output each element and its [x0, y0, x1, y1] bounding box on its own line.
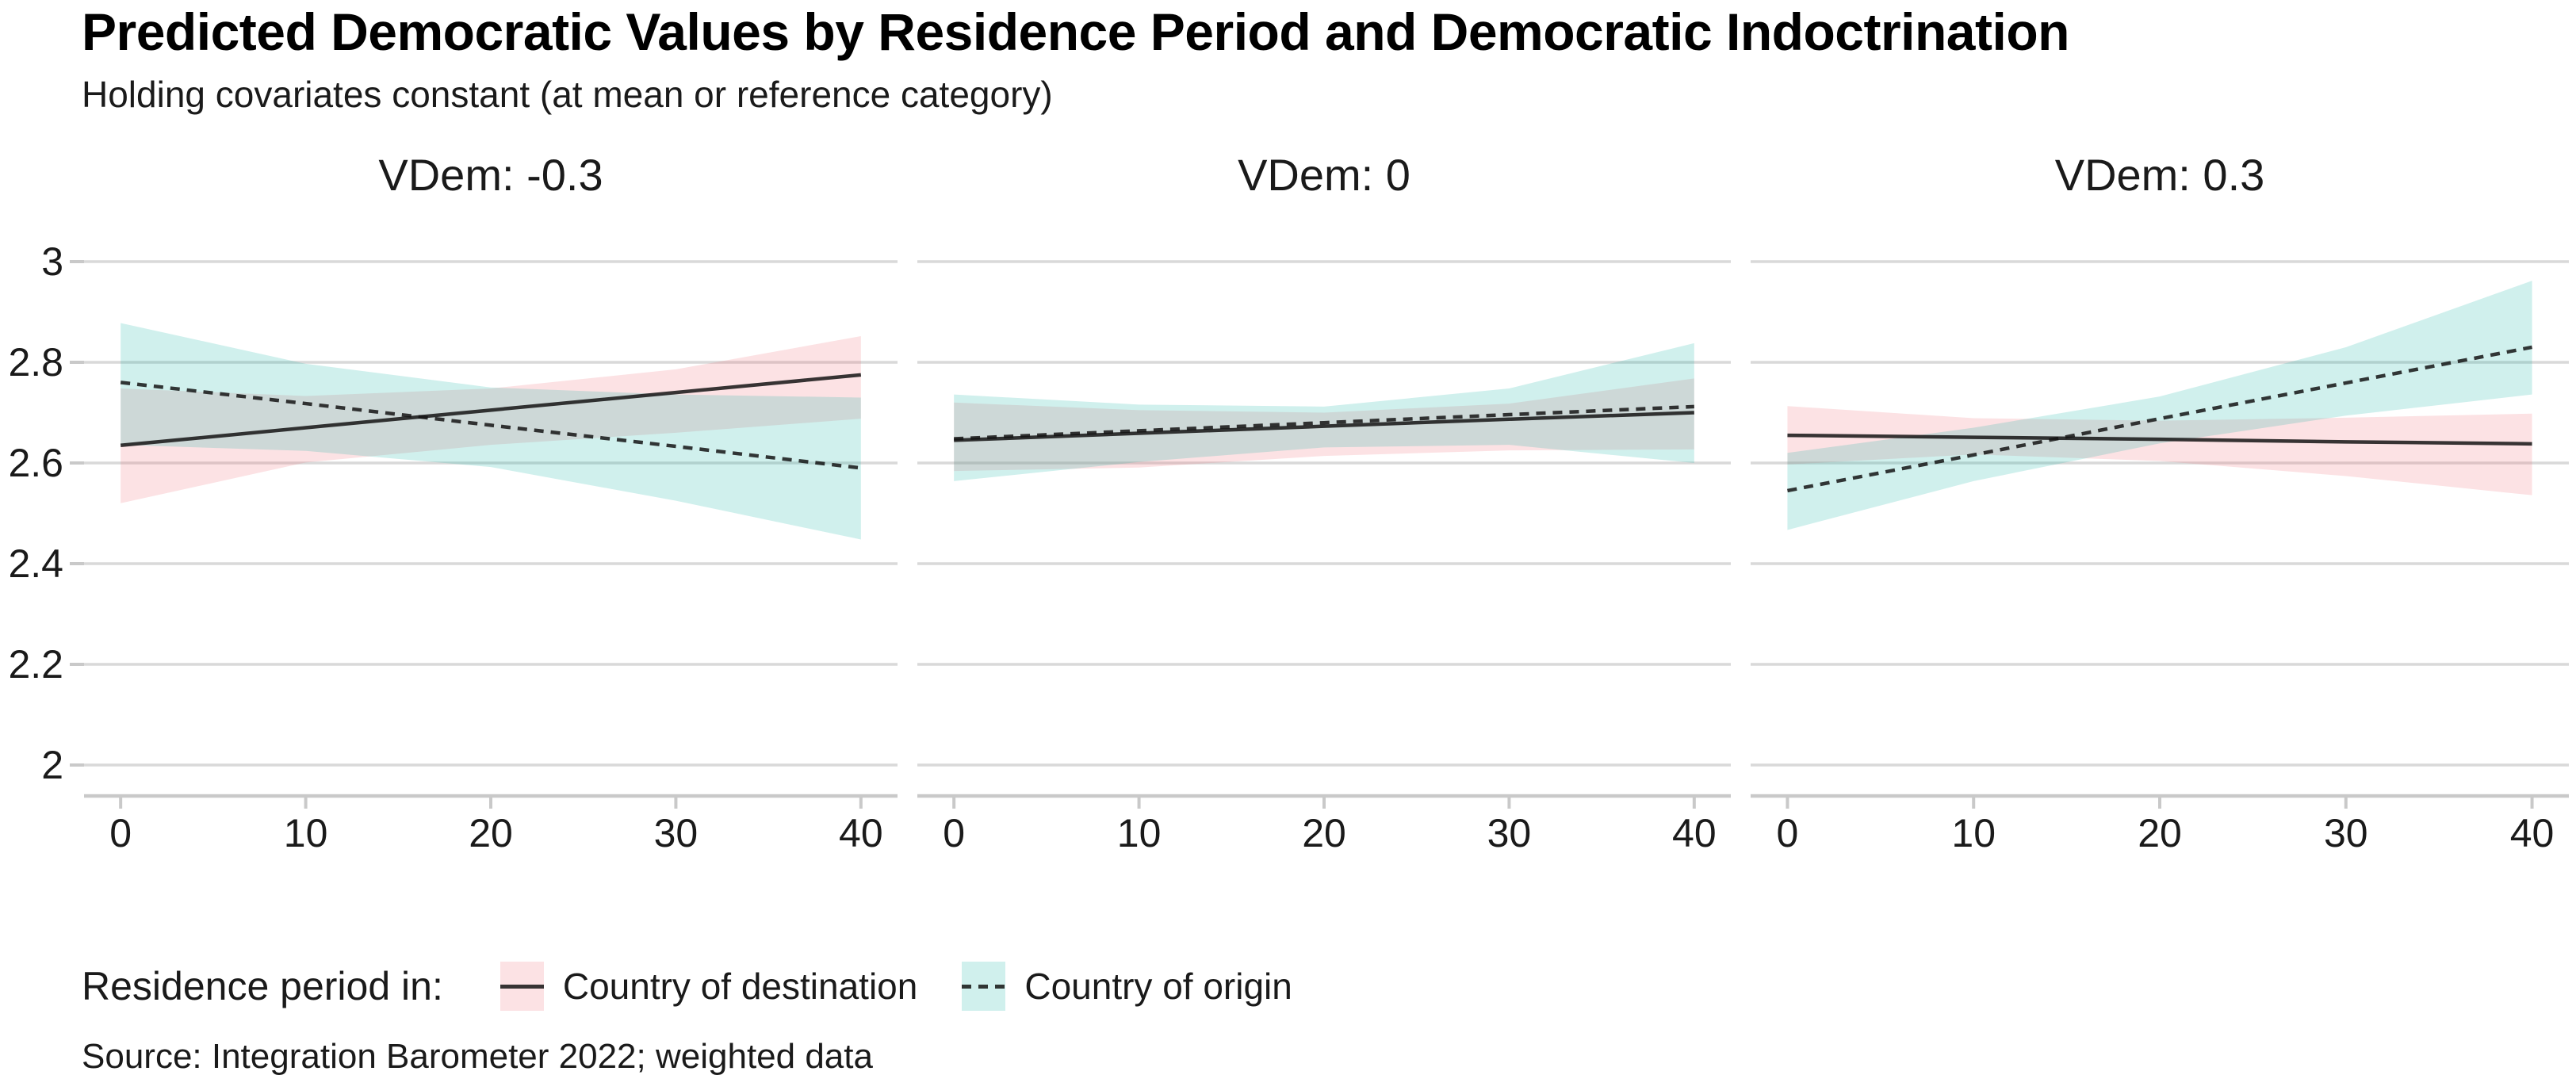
source-caption: Source: Integration Barometer 2022; weig…	[82, 1037, 873, 1075]
chart-title: Predicted Democratic Values by Residence…	[82, 2, 2069, 61]
legend-item: Country of origin	[962, 962, 1292, 1011]
ribbon-origin	[954, 342, 1694, 481]
facet-strip-label: VDem: 0	[1238, 150, 1410, 200]
y-tick-label: 2.4	[8, 541, 63, 586]
line-destination	[1787, 433, 2532, 446]
x-tick-label: 10	[1951, 811, 1996, 855]
facet-strip-label: VDem: -0.3	[378, 150, 603, 200]
solid-line-icon	[500, 984, 544, 989]
y-tick-label: 2.2	[8, 642, 63, 687]
line-origin	[120, 381, 862, 470]
legend-key-destination	[500, 962, 544, 1011]
legend-key-origin	[962, 962, 1006, 1011]
x-tick-label: 40	[839, 811, 883, 855]
ribbon-destination	[1787, 406, 2532, 495]
x-tick-label: 40	[1672, 811, 1717, 855]
x-tick-label: 30	[2324, 811, 2368, 855]
x-tick-label: 40	[2510, 811, 2555, 855]
x-tick-label: 10	[1117, 811, 1162, 855]
line-destination	[120, 373, 862, 448]
y-tick-label: 3	[41, 239, 63, 284]
legend-label: Country of origin	[1024, 966, 1292, 1007]
x-tick-label: 30	[654, 811, 699, 855]
y-tick-label: 2.6	[8, 441, 63, 485]
y-tick-label: 2	[41, 743, 63, 787]
x-tick-label: 0	[1777, 811, 1799, 855]
ribbon-origin	[1787, 281, 2532, 530]
legend-items: Country of destination Country of origin	[500, 962, 1337, 1011]
chart-subtitle: Holding covariates constant (at mean or …	[82, 74, 1053, 115]
x-tick-label: 20	[2138, 811, 2182, 855]
ribbon-origin	[121, 323, 861, 540]
line-origin	[954, 404, 1694, 441]
ribbon-destination	[121, 335, 861, 503]
x-tick-label: 20	[1302, 811, 1346, 855]
x-tick-label: 30	[1487, 811, 1532, 855]
x-tick-label: 0	[943, 811, 965, 855]
dashed-line-icon	[962, 984, 1006, 989]
x-tick-label: 0	[109, 811, 132, 855]
legend: Residence period in: Country of destinat…	[82, 958, 1337, 1014]
x-tick-label: 20	[469, 811, 513, 855]
legend-label: Country of destination	[562, 966, 918, 1007]
legend-title: Residence period in:	[82, 964, 443, 1008]
facet-strip-label: VDem: 0.3	[2055, 150, 2265, 200]
x-tick-label: 10	[284, 811, 328, 855]
line-destination	[954, 411, 1694, 442]
y-tick-label: 2.8	[8, 340, 63, 384]
legend-item: Country of destination	[500, 962, 918, 1011]
